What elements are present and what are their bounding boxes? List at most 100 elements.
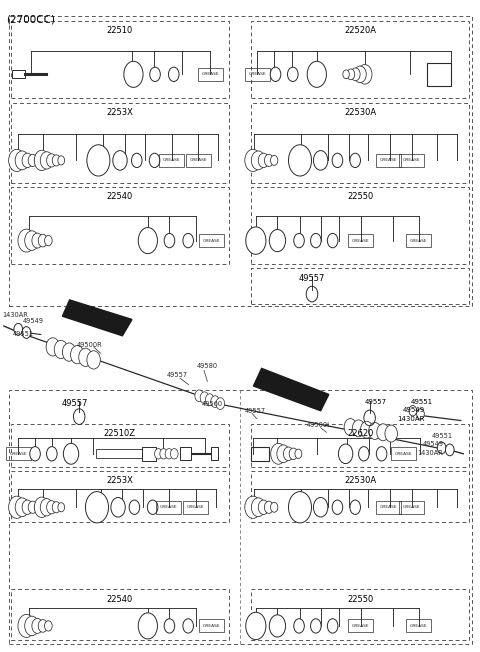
Circle shape — [409, 406, 417, 416]
Polygon shape — [62, 300, 132, 336]
Circle shape — [34, 497, 49, 518]
Circle shape — [46, 338, 60, 356]
Text: GREASE: GREASE — [352, 239, 370, 243]
Text: 49560: 49560 — [202, 400, 223, 407]
Circle shape — [138, 613, 157, 639]
Circle shape — [376, 447, 387, 461]
Circle shape — [344, 419, 357, 436]
Circle shape — [246, 612, 266, 640]
Circle shape — [28, 501, 37, 513]
Circle shape — [24, 231, 39, 250]
Text: 49549: 49549 — [23, 318, 44, 325]
Circle shape — [338, 444, 353, 464]
Circle shape — [164, 233, 175, 248]
Text: 49500R: 49500R — [77, 342, 103, 348]
Text: GREASE: GREASE — [403, 505, 420, 509]
Circle shape — [132, 153, 142, 168]
Text: GREASE: GREASE — [160, 505, 178, 509]
Text: 49551: 49551 — [410, 399, 432, 405]
Text: GREASE: GREASE — [352, 624, 370, 628]
Text: 49557: 49557 — [245, 408, 266, 414]
Circle shape — [264, 501, 274, 513]
Circle shape — [295, 449, 302, 458]
Circle shape — [160, 449, 168, 459]
Text: (2700CC): (2700CC) — [6, 14, 55, 24]
Text: 49551: 49551 — [432, 433, 453, 439]
Circle shape — [269, 230, 286, 252]
Text: GREASE: GREASE — [410, 624, 427, 628]
Text: 49549: 49549 — [422, 441, 444, 447]
Circle shape — [164, 619, 175, 633]
Circle shape — [258, 500, 269, 514]
Text: 22530A: 22530A — [344, 476, 376, 485]
Text: 22540: 22540 — [107, 192, 133, 201]
Circle shape — [264, 155, 274, 166]
Circle shape — [352, 420, 365, 437]
Circle shape — [62, 343, 76, 361]
Circle shape — [63, 443, 79, 464]
Circle shape — [111, 497, 125, 517]
Circle shape — [183, 233, 193, 248]
Circle shape — [200, 392, 209, 404]
Circle shape — [28, 155, 37, 166]
Circle shape — [30, 447, 40, 461]
Circle shape — [22, 327, 31, 338]
Text: GREASE: GREASE — [403, 158, 420, 162]
Circle shape — [87, 145, 110, 176]
Circle shape — [71, 346, 84, 364]
Text: GREASE: GREASE — [249, 72, 266, 76]
Circle shape — [170, 449, 178, 459]
Circle shape — [245, 149, 261, 171]
Circle shape — [377, 424, 389, 441]
Circle shape — [359, 447, 369, 461]
Text: 22540: 22540 — [107, 595, 133, 604]
Text: 1430AR: 1430AR — [418, 450, 444, 456]
Text: 22550: 22550 — [347, 192, 373, 201]
Circle shape — [150, 67, 160, 82]
Circle shape — [283, 447, 293, 460]
Circle shape — [183, 619, 193, 633]
Circle shape — [313, 497, 328, 517]
Circle shape — [385, 425, 397, 442]
Circle shape — [58, 156, 65, 165]
Circle shape — [216, 398, 225, 409]
Circle shape — [147, 500, 158, 514]
Circle shape — [34, 150, 49, 171]
Circle shape — [245, 496, 261, 518]
Circle shape — [22, 500, 33, 514]
Circle shape — [358, 65, 372, 84]
Circle shape — [24, 616, 39, 636]
Circle shape — [294, 619, 304, 633]
Circle shape — [58, 503, 65, 512]
Circle shape — [354, 66, 366, 83]
Circle shape — [32, 619, 43, 633]
Circle shape — [168, 67, 179, 82]
Circle shape — [307, 61, 326, 87]
Circle shape — [9, 496, 25, 518]
Circle shape — [288, 145, 312, 176]
Circle shape — [32, 233, 43, 248]
Circle shape — [79, 348, 92, 366]
Circle shape — [195, 390, 204, 402]
Circle shape — [417, 409, 424, 419]
Circle shape — [149, 153, 160, 168]
Circle shape — [47, 154, 56, 167]
Circle shape — [332, 153, 343, 168]
Text: 22550: 22550 — [347, 595, 373, 604]
Circle shape — [277, 445, 290, 463]
Circle shape — [347, 69, 355, 80]
Circle shape — [47, 501, 56, 514]
Circle shape — [332, 500, 343, 514]
Circle shape — [54, 340, 68, 359]
Circle shape — [138, 228, 157, 254]
Circle shape — [22, 153, 33, 168]
Text: 22530A: 22530A — [344, 108, 376, 117]
Text: GREASE: GREASE — [203, 239, 220, 243]
Circle shape — [113, 151, 127, 170]
Circle shape — [350, 500, 360, 514]
Circle shape — [313, 151, 328, 170]
Circle shape — [124, 61, 143, 87]
Text: GREASE: GREASE — [380, 158, 397, 162]
Circle shape — [289, 448, 298, 460]
Text: GREASE: GREASE — [395, 452, 412, 456]
